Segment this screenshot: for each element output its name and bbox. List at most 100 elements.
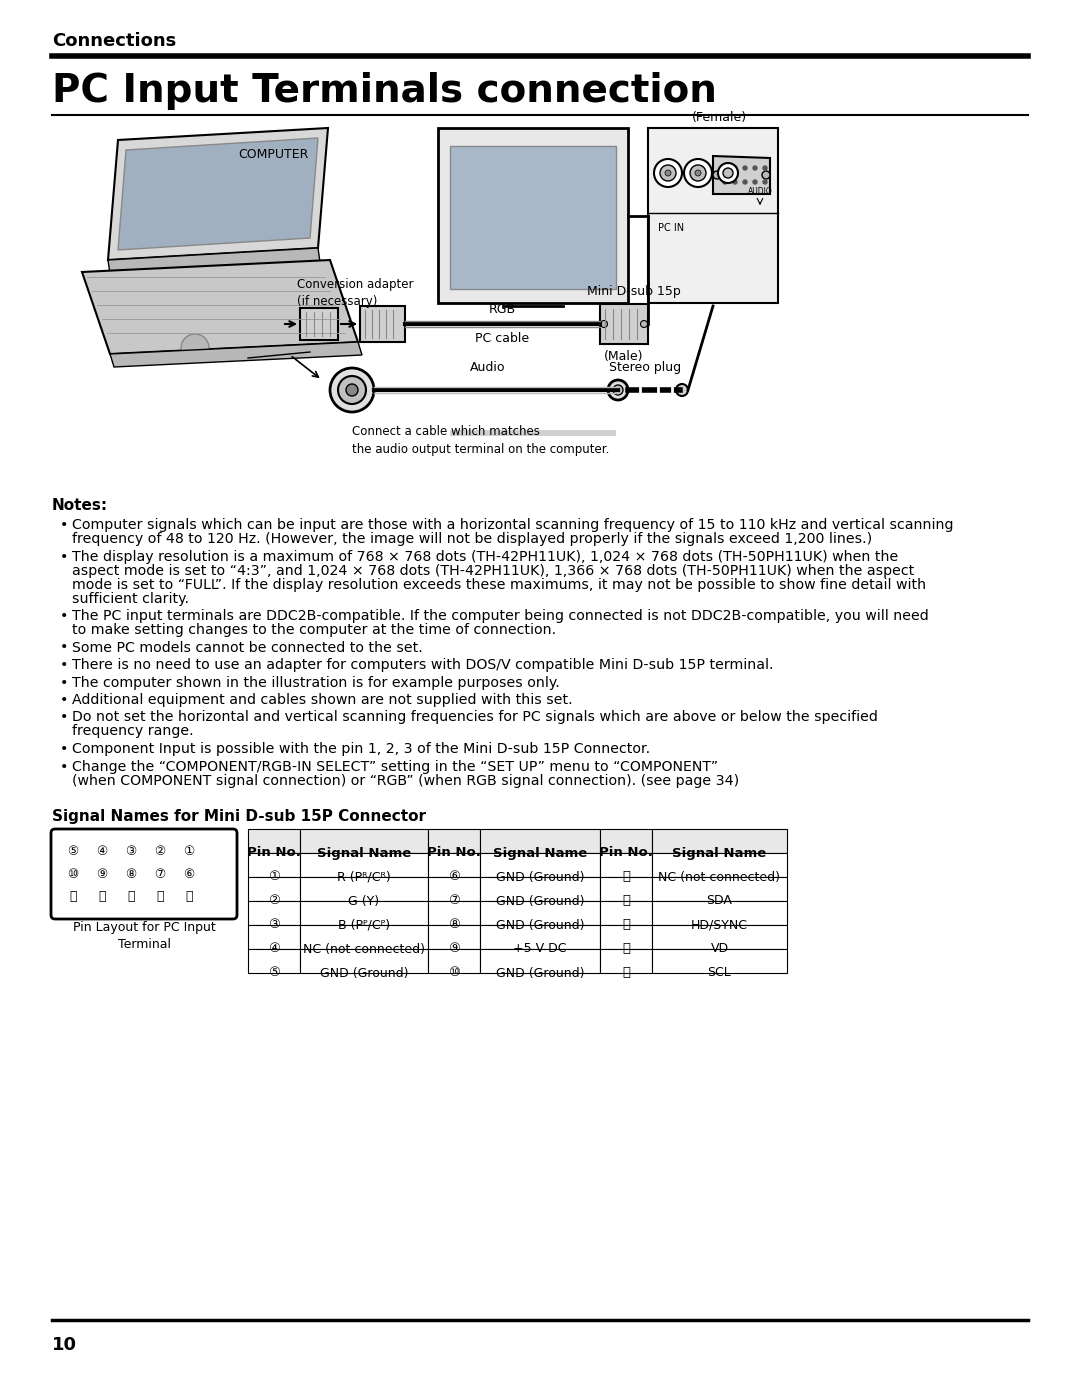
Circle shape	[690, 165, 706, 182]
Text: •: •	[60, 760, 68, 774]
Text: GND (Ground): GND (Ground)	[496, 870, 584, 883]
Text: R (Pᴿ/Cᴿ): R (Pᴿ/Cᴿ)	[337, 870, 391, 883]
Bar	[450, 430, 616, 436]
Text: Audio: Audio	[470, 360, 505, 374]
Circle shape	[600, 320, 607, 327]
Bar	[600, 877, 652, 901]
Bar	[480, 901, 600, 925]
Bar	[648, 129, 778, 303]
Text: ⑧: ⑧	[125, 868, 137, 880]
Bar	[480, 877, 600, 901]
Text: frequency of 48 to 120 Hz. (However, the image will not be displayed properly if: frequency of 48 to 120 Hz. (However, the…	[72, 532, 873, 546]
Circle shape	[723, 166, 727, 170]
Text: ③: ③	[125, 845, 137, 858]
Text: ①: ①	[184, 845, 194, 858]
Circle shape	[654, 159, 681, 187]
Bar	[300, 901, 428, 925]
Text: HD/SYNC: HD/SYNC	[691, 918, 748, 932]
Text: ⑩: ⑩	[67, 868, 79, 880]
Bar	[300, 949, 428, 972]
Text: to make setting changes to the computer at the time of connection.: to make setting changes to the computer …	[72, 623, 556, 637]
Bar	[652, 925, 787, 949]
Bar	[248, 901, 300, 925]
Text: Stereo plug: Stereo plug	[609, 360, 681, 374]
Bar	[600, 925, 652, 949]
Text: 10: 10	[52, 1336, 77, 1354]
Text: Pin No.: Pin No.	[599, 847, 653, 859]
Text: •: •	[60, 518, 68, 532]
Text: PC IN: PC IN	[658, 224, 684, 233]
Bar	[600, 901, 652, 925]
Bar	[248, 877, 300, 901]
Bar	[480, 949, 600, 972]
Circle shape	[762, 180, 767, 184]
Bar	[300, 925, 428, 949]
Bar	[300, 828, 428, 854]
Bar	[248, 828, 300, 854]
Circle shape	[338, 376, 366, 404]
Text: (when COMPONENT signal connection) or “RGB” (when RGB signal connection). (see p: (when COMPONENT signal connection) or “R…	[72, 774, 739, 788]
Bar	[480, 925, 600, 949]
Bar	[480, 828, 600, 854]
Polygon shape	[108, 129, 328, 260]
Text: AUDIO: AUDIO	[747, 187, 772, 196]
Text: aspect mode is set to “4:3”, and 1,024 × 768 dots (TH-42PH11UK), 1,366 × 768 dot: aspect mode is set to “4:3”, and 1,024 ×…	[72, 563, 915, 577]
Text: mode is set to “FULL”. If the display resolution exceeds these maximums, it may : mode is set to “FULL”. If the display re…	[72, 577, 927, 591]
Text: •: •	[60, 640, 68, 655]
Text: ⑥: ⑥	[184, 868, 194, 880]
Text: ④: ④	[96, 845, 108, 858]
Text: ⑦: ⑦	[154, 868, 165, 880]
Text: Pin No.: Pin No.	[247, 847, 301, 859]
Text: PC cable: PC cable	[475, 332, 529, 345]
Text: ⑦: ⑦	[448, 894, 460, 908]
Text: PC Input Terminals connection: PC Input Terminals connection	[52, 73, 717, 110]
Bar	[652, 901, 787, 925]
Text: •: •	[60, 693, 68, 707]
Circle shape	[640, 320, 648, 327]
Circle shape	[608, 380, 627, 400]
Text: NC (not connected): NC (not connected)	[303, 943, 426, 956]
Bar	[248, 925, 300, 949]
FancyBboxPatch shape	[51, 828, 237, 919]
Bar	[360, 306, 405, 342]
Text: VD: VD	[711, 943, 729, 956]
Bar	[480, 854, 600, 877]
Bar	[652, 877, 787, 901]
Bar	[300, 854, 428, 877]
Polygon shape	[713, 156, 770, 194]
Bar	[428, 925, 480, 949]
Text: (Female): (Female)	[692, 110, 747, 124]
Text: •: •	[60, 711, 68, 725]
Circle shape	[613, 386, 623, 395]
Text: B (Pᴾ/Cᴾ): B (Pᴾ/Cᴾ)	[338, 918, 390, 932]
Text: Some PC models cannot be connected to the set.: Some PC models cannot be connected to th…	[72, 640, 422, 655]
Text: ⑥: ⑥	[448, 870, 460, 883]
Text: RGB: RGB	[489, 303, 516, 316]
Bar	[428, 877, 480, 901]
Text: GND (Ground): GND (Ground)	[320, 967, 408, 979]
Text: ⑭: ⑭	[622, 943, 630, 956]
Circle shape	[346, 384, 357, 395]
Bar	[600, 949, 652, 972]
Text: Conversion adapter
(if necessary): Conversion adapter (if necessary)	[297, 278, 414, 307]
Circle shape	[696, 170, 701, 176]
Bar	[428, 828, 480, 854]
Polygon shape	[108, 249, 320, 274]
Text: GND (Ground): GND (Ground)	[496, 894, 584, 908]
Text: Signal Names for Mini D-sub 15P Connector: Signal Names for Mini D-sub 15P Connecto…	[52, 809, 426, 824]
Circle shape	[753, 166, 757, 170]
Circle shape	[723, 180, 727, 184]
Text: ⑨: ⑨	[448, 943, 460, 956]
Text: ⑤: ⑤	[268, 967, 280, 979]
Text: •: •	[60, 742, 68, 756]
Text: ⑬: ⑬	[127, 890, 135, 904]
Text: Signal Name: Signal Name	[316, 847, 411, 859]
Circle shape	[665, 170, 671, 176]
Circle shape	[733, 180, 737, 184]
Circle shape	[181, 334, 210, 362]
Polygon shape	[118, 138, 318, 250]
Text: •: •	[60, 676, 68, 690]
Text: +5 V DC: +5 V DC	[513, 943, 567, 956]
Circle shape	[676, 384, 688, 395]
Text: ⑬: ⑬	[622, 918, 630, 932]
